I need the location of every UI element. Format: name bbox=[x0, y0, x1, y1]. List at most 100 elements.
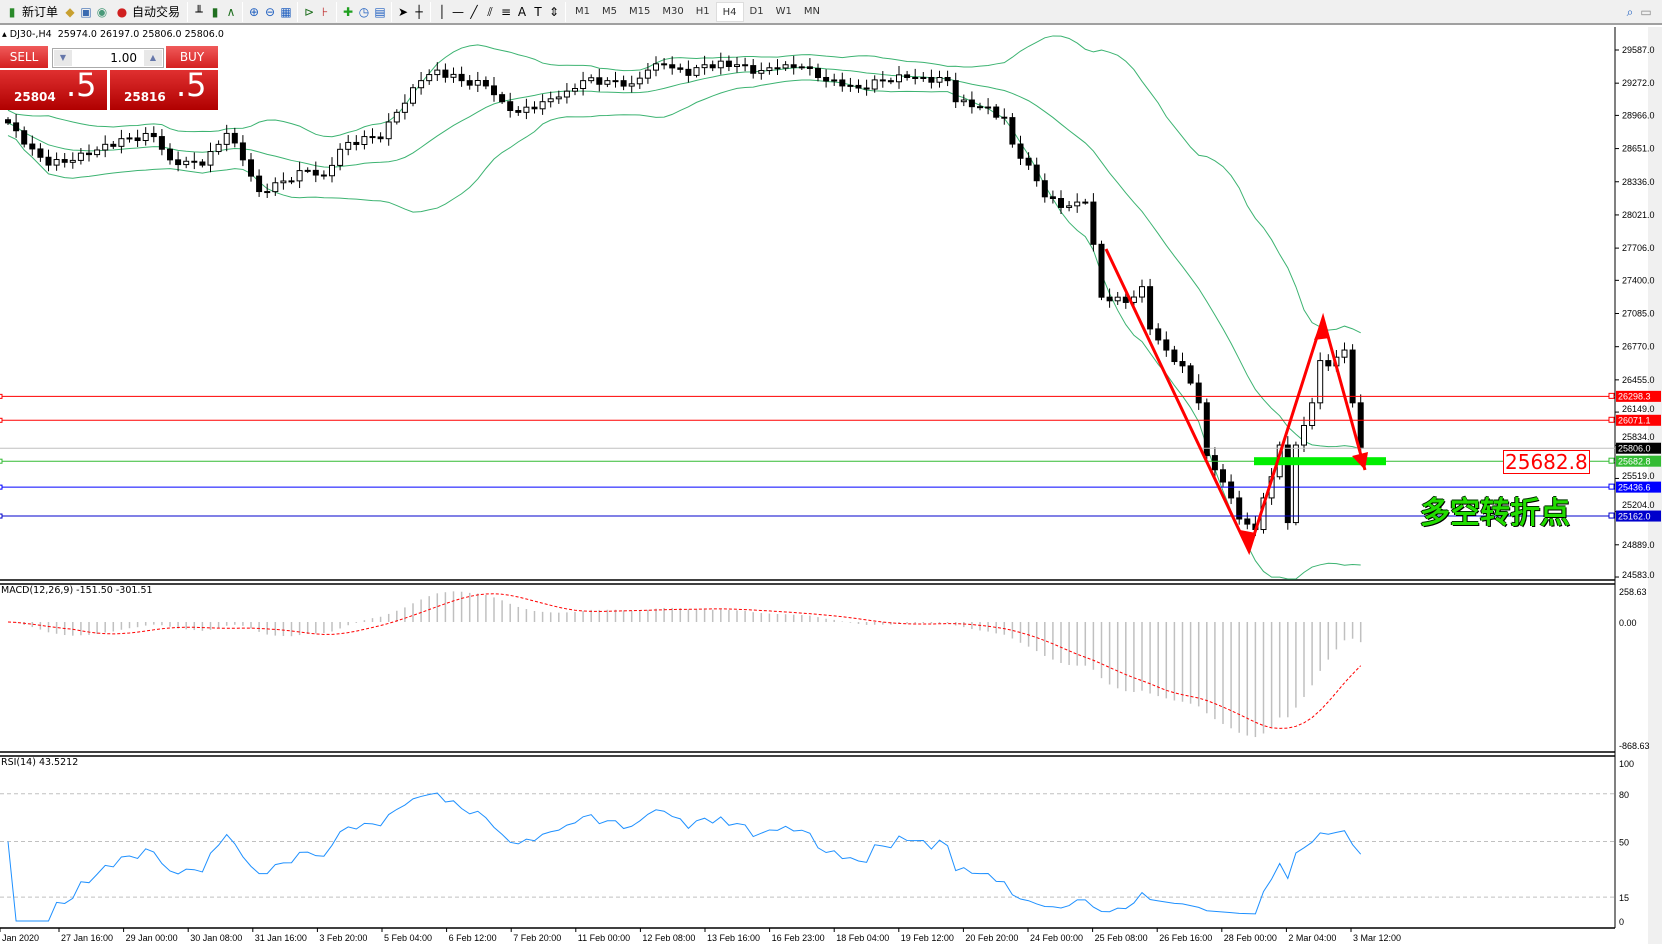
buy-button[interactable]: BUY bbox=[166, 46, 218, 68]
price-tick-label: 28651.0 bbox=[1622, 144, 1655, 154]
line-anchor[interactable] bbox=[0, 393, 3, 399]
candle-body bbox=[466, 80, 473, 86]
line-anchor[interactable] bbox=[1608, 512, 1615, 519]
line-anchor[interactable] bbox=[1608, 483, 1615, 490]
time-axis-label: 20 Feb 20:00 bbox=[965, 933, 1018, 943]
bar-chart-icon[interactable]: ╨ bbox=[195, 4, 203, 19]
timeframe-d1[interactable]: D1 bbox=[749, 5, 764, 17]
candle-body bbox=[337, 148, 344, 166]
chart-window[interactable]: 29587.0 29272.0 28966.0 28651.0 28336.0 28021… bbox=[0, 27, 1662, 944]
line-anchor[interactable] bbox=[0, 513, 3, 519]
equidistant-channel-icon[interactable]: ⫽ bbox=[487, 4, 493, 19]
timeframe-h1[interactable]: H1 bbox=[695, 5, 710, 17]
candle-body bbox=[936, 76, 943, 83]
candle-body bbox=[5, 119, 11, 124]
candle-body bbox=[207, 151, 214, 166]
timeframe-m5[interactable]: M5 bbox=[602, 5, 618, 17]
zoom-in-icon[interactable]: ⊕ bbox=[249, 4, 260, 19]
trend-zigzag-line[interactable] bbox=[1104, 248, 1367, 556]
sell-button[interactable]: SELL bbox=[0, 46, 48, 68]
candle-body bbox=[1114, 296, 1121, 302]
line-anchor[interactable] bbox=[1608, 416, 1615, 423]
line-anchor[interactable] bbox=[1608, 457, 1615, 464]
templates-icon[interactable]: ▤ bbox=[374, 4, 386, 19]
timeframe-w1[interactable]: W1 bbox=[775, 5, 792, 17]
sell-price[interactable]: 25804.5 bbox=[0, 66, 107, 110]
price-annotation-label[interactable]: 25682.8 bbox=[1503, 450, 1590, 474]
candle-body bbox=[369, 136, 376, 139]
candle-body bbox=[1139, 286, 1145, 298]
timeframe-h4[interactable]: H4 bbox=[715, 1, 744, 22]
search-icon[interactable]: ⌕ bbox=[1626, 4, 1634, 19]
arrows-icon[interactable]: ⇕ bbox=[549, 4, 560, 19]
candle-body bbox=[1187, 365, 1194, 384]
crosshair-icon[interactable]: ┼ bbox=[415, 4, 423, 19]
trendline-icon[interactable]: ╱ bbox=[470, 4, 478, 19]
buy-price[interactable]: 25816.5 bbox=[110, 66, 218, 110]
lot-decrease-button[interactable]: ▼ bbox=[54, 50, 72, 66]
auto-trading-button[interactable]: ● 自动交易 bbox=[110, 0, 184, 23]
candlestick-icon[interactable]: ▮ bbox=[211, 4, 219, 19]
line-anchor[interactable] bbox=[1608, 392, 1615, 399]
candle-body bbox=[604, 80, 611, 85]
price-tick-label: 25204.0 bbox=[1622, 500, 1655, 510]
candle-body bbox=[1195, 382, 1202, 404]
lot-increase-button[interactable]: ▲ bbox=[144, 50, 162, 66]
market-watch-icon[interactable]: ▣ bbox=[80, 4, 92, 19]
line-anchor[interactable] bbox=[0, 417, 3, 423]
price-line-label: 25806.0 bbox=[1618, 444, 1651, 454]
candle-body bbox=[167, 148, 173, 161]
indicators-icon[interactable]: ✚ bbox=[343, 4, 354, 19]
candle-body bbox=[636, 77, 643, 85]
candle-body bbox=[377, 136, 384, 140]
support-zone-bar[interactable] bbox=[1254, 457, 1386, 466]
candle-body bbox=[855, 84, 862, 89]
time-axis-label: 12 Feb 08:00 bbox=[642, 933, 695, 943]
price-tick-label: 26770.0 bbox=[1622, 342, 1655, 352]
timeframe-m15[interactable]: M15 bbox=[629, 5, 651, 17]
symbol-label: DJ30-,H4 bbox=[9, 29, 52, 40]
signal-icon[interactable]: ◉ bbox=[96, 4, 108, 19]
time-axis-label: 25 Feb 08:00 bbox=[1095, 933, 1148, 943]
candle-body bbox=[644, 69, 651, 79]
tile-windows-icon[interactable]: ▦ bbox=[280, 4, 292, 19]
history-icon[interactable]: ◆ bbox=[65, 4, 75, 19]
chart-shift-icon[interactable]: ⊦ bbox=[321, 4, 329, 19]
candle-body bbox=[588, 77, 595, 82]
lot-input[interactable]: 1.00 bbox=[52, 48, 164, 68]
candle-body bbox=[944, 76, 951, 82]
candle-body bbox=[555, 96, 562, 100]
candle-body bbox=[863, 87, 870, 90]
timeframe-m1[interactable]: M1 bbox=[575, 5, 591, 17]
price-tick-label: 27400.0 bbox=[1622, 275, 1655, 285]
candle-body bbox=[580, 80, 587, 90]
timeframe-mn[interactable]: MN bbox=[803, 5, 820, 17]
text-label-icon[interactable]: T bbox=[534, 4, 542, 19]
vertical-line-icon[interactable]: │ bbox=[438, 4, 446, 19]
line-anchor[interactable] bbox=[0, 458, 3, 464]
text-icon[interactable]: A bbox=[517, 4, 527, 19]
auto-scroll-icon[interactable]: ⊳ bbox=[304, 4, 315, 19]
candle-body bbox=[1090, 201, 1097, 245]
candle-body bbox=[1049, 196, 1056, 200]
turning-point-annotation[interactable]: 多空转折点 bbox=[1420, 496, 1570, 531]
timeframe-m30[interactable]: M30 bbox=[662, 5, 684, 17]
cursor-icon[interactable]: ➤ bbox=[398, 4, 409, 19]
price-tick-label: 24583.0 bbox=[1622, 570, 1655, 580]
chat-icon[interactable]: ▭ bbox=[1640, 4, 1652, 19]
macd-axis-label: 0.00 bbox=[1619, 618, 1637, 628]
candle-body bbox=[320, 174, 327, 177]
candle-body bbox=[1074, 201, 1081, 207]
fibonacci-icon[interactable]: ≡ bbox=[501, 4, 512, 19]
candle-body bbox=[401, 102, 408, 113]
line-anchor[interactable] bbox=[0, 484, 3, 490]
line-chart-icon[interactable]: ∧ bbox=[226, 4, 236, 19]
candle-body bbox=[13, 122, 20, 132]
zoom-out-icon[interactable]: ⊖ bbox=[265, 4, 276, 19]
candle-body bbox=[280, 180, 287, 184]
candle-body bbox=[442, 69, 449, 78]
new-order-button[interactable]: ▮ 新订单 bbox=[0, 0, 62, 23]
chart-canvas[interactable]: 29587.0 29272.0 28966.0 28651.0 28336.0 28021… bbox=[0, 27, 1662, 944]
horizontal-line-icon[interactable]: — bbox=[452, 4, 465, 19]
periods-icon[interactable]: ◷ bbox=[358, 4, 370, 19]
